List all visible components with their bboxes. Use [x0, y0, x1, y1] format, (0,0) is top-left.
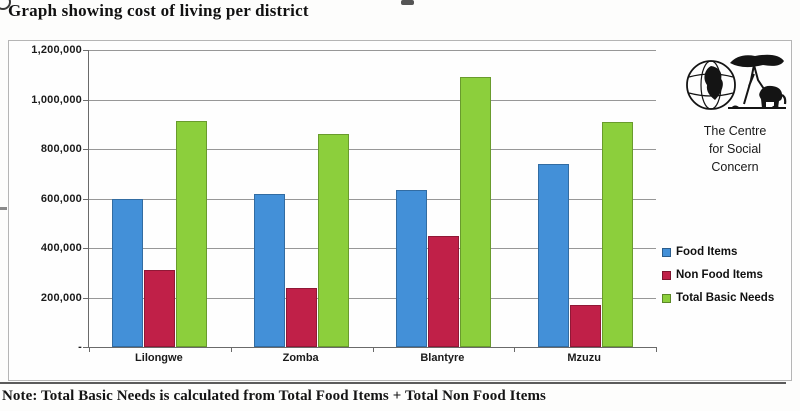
- x-axis-label-mzuzu: Mzuzu: [567, 352, 601, 364]
- legend-label: Non Food Items: [676, 269, 763, 281]
- gridline-400000: [89, 248, 656, 249]
- bar-food-items-zomba: [254, 193, 286, 347]
- y-axis-label: 800,000: [40, 143, 82, 155]
- legend-item-non-food-items: Non Food Items: [662, 269, 774, 281]
- bar-non-food-items-blantyre: [427, 235, 459, 347]
- legend-item-food-items: Food Items: [662, 246, 774, 258]
- scan-artifact-left-edge: [0, 207, 7, 210]
- bar-food-items-lilongwe: [112, 198, 144, 347]
- x-axis-labels: Lilongwe Zomba Blantyre Mzuzu: [88, 352, 655, 368]
- y-axis-tick: [83, 50, 89, 51]
- chart-title: Graph showing cost of living per distric…: [8, 1, 309, 20]
- legend-label: Food Items: [676, 246, 738, 258]
- legend-swatch-total-basic-needs: [662, 293, 671, 303]
- bar-total-basic-needs-mzuzu: [601, 121, 633, 347]
- y-axis-tick: [83, 248, 89, 249]
- cfsc-logo-text: The Centre for Social Concern: [680, 122, 790, 176]
- x-axis-label-zomba: Zomba: [282, 352, 319, 364]
- legend-label: Total Basic Needs: [676, 292, 775, 304]
- bar-non-food-items-mzuzu: [569, 304, 601, 347]
- legend: Food Items Non Food Items Total Basic Ne…: [662, 246, 774, 315]
- footnote: Note: Total Basic Needs is calculated fr…: [2, 388, 546, 404]
- divider-line: [0, 382, 786, 384]
- logo-text-line2: for Social: [708, 142, 762, 157]
- y-axis-tick: [83, 99, 89, 101]
- bar-non-food-items-zomba: [286, 287, 318, 347]
- bar-total-basic-needs-zomba: [318, 134, 350, 347]
- bar-food-items-mzuzu: [537, 163, 569, 347]
- gridline-800000: [89, 149, 656, 150]
- x-axis-label-lilongwe: Lilongwe: [135, 352, 183, 364]
- y-axis-tick: [83, 149, 89, 150]
- y-axis-label: 400,000: [40, 242, 82, 254]
- bar-non-food-items-lilongwe: [144, 270, 176, 347]
- x-axis-tick: [230, 347, 232, 352]
- bar-total-basic-needs-lilongwe: [176, 120, 208, 347]
- x-axis-tick: [89, 347, 90, 352]
- y-axis-tick: [83, 347, 89, 348]
- legend-swatch-food-items: [662, 247, 671, 257]
- gridline-1000000: [89, 99, 656, 101]
- gridline-1200000: [89, 50, 656, 51]
- y-axis-label: -: [78, 341, 82, 353]
- x-axis-tick: [514, 347, 516, 352]
- y-axis-labels: - 200,000 400,000 600,000 800,000 1,000,000 1,…: [0, 44, 82, 353]
- y-axis-label: 600,000: [40, 192, 82, 205]
- y-axis-tick: [83, 198, 89, 200]
- y-axis-label: 200,000: [40, 291, 82, 304]
- legend-swatch-non-food-items: [662, 270, 671, 280]
- cfsc-logo-image: [686, 54, 787, 110]
- logo-text-line3: Concern: [711, 160, 759, 175]
- y-axis-label: 1,000,000: [31, 93, 82, 106]
- bar-food-items-blantyre: [395, 189, 427, 347]
- bar-total-basic-needs-blantyre: [459, 77, 491, 347]
- scan-artifact-top-left: [0, 0, 11, 10]
- x-axis-tick: [656, 347, 657, 352]
- y-axis-label: 1,200,000: [31, 44, 82, 56]
- cfsc-logo: The Centre for Social Concern: [680, 48, 790, 176]
- scan-artifact-top-center: [401, 0, 414, 5]
- legend-item-total-basic-needs: Total Basic Needs: [662, 292, 774, 304]
- x-axis-label-blantyre: Blantyre: [420, 352, 465, 364]
- gridline-600000: [89, 198, 656, 200]
- gridline-200000: [89, 297, 656, 299]
- logo-text-line1: The Centre: [703, 124, 767, 138]
- plot-area: [83, 50, 657, 352]
- x-axis-tick: [372, 347, 374, 352]
- y-axis-tick: [83, 297, 89, 299]
